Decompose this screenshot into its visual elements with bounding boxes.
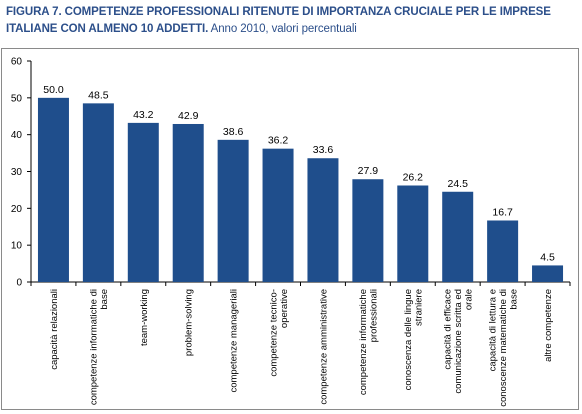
category-label-line: problem-solving — [184, 289, 195, 356]
data-label: 50.0 — [43, 84, 64, 96]
bar — [487, 220, 519, 282]
category-label-line: capacità di efficace — [443, 289, 454, 370]
bar — [352, 179, 384, 282]
category-label: competenze tecnico-operative — [268, 289, 290, 377]
category-label-line: operative — [279, 289, 290, 328]
bar — [172, 123, 204, 282]
y-tick-label: 10 — [11, 241, 23, 252]
category-label-line: capacità di lettura e — [488, 289, 499, 371]
category-label: competenze informatiche professionali — [358, 289, 380, 395]
bar — [442, 191, 474, 282]
chart-title-subtitle: Anno 2010, valori percentuali — [208, 23, 357, 35]
category-label-line: team-working — [139, 289, 150, 346]
bar — [127, 122, 159, 282]
category-label-line: straniere — [414, 289, 425, 326]
category-label: competenze amministrative — [318, 289, 329, 405]
category-label: altre competenze — [543, 289, 554, 362]
data-label: 42.9 — [178, 110, 199, 122]
category-label-line: comunicazione scritta ed — [453, 289, 464, 394]
bar — [262, 148, 294, 282]
category-label: competenze manageriali — [229, 289, 240, 393]
data-label: 27.9 — [358, 165, 379, 177]
category-label-line: capacità relazionali — [49, 289, 60, 370]
y-tick-label: 0 — [16, 278, 22, 289]
category-label: conoscenza delle lingue straniere — [403, 289, 425, 390]
data-label: 33.6 — [313, 144, 334, 156]
category-label-line: base — [509, 289, 520, 310]
category-label-line: competenze amministrative — [318, 289, 329, 405]
bar — [307, 158, 339, 282]
y-tick-label: 40 — [11, 130, 23, 141]
data-label: 26.2 — [403, 171, 424, 183]
bar — [397, 185, 429, 282]
data-label: 36.2 — [268, 135, 289, 147]
category-label-line: conoscenza delle lingue — [403, 289, 414, 390]
category-label-line: orale — [464, 289, 475, 310]
y-tick-label: 60 — [11, 57, 23, 68]
y-tick-label: 50 — [11, 93, 23, 104]
category-label-line: competenze informatiche di — [89, 289, 100, 405]
data-label: 16.7 — [492, 206, 513, 218]
data-label: 4.5 — [540, 251, 555, 263]
data-label: 48.5 — [88, 89, 109, 101]
y-tick-label: 20 — [11, 204, 23, 215]
category-label-line: altre competenze — [543, 289, 554, 362]
bar — [82, 103, 114, 282]
data-label: 43.2 — [133, 109, 154, 121]
category-label-line: professionali — [369, 289, 380, 342]
y-tick-label: 30 — [11, 167, 23, 178]
category-label: capacità di efficace comunicazione scritt… — [443, 289, 475, 394]
category-label: team-working — [139, 289, 150, 346]
category-label-line: competenze informatiche — [358, 289, 369, 395]
category-label: capacità di lettura e conoscenze matemati… — [488, 289, 520, 407]
category-label-line: conoscenze matematiche di — [498, 289, 509, 407]
bar — [532, 265, 564, 282]
bar — [37, 97, 69, 282]
bar — [217, 139, 249, 282]
data-label: 38.6 — [223, 126, 244, 138]
category-label-line: base — [99, 289, 110, 310]
chart-title-bold: FIGURA 7. COMPETENZE PROFESSIONALI RITEN… — [6, 6, 551, 35]
category-label: capacità relazionali — [49, 289, 60, 370]
category-label: problem-solving — [184, 289, 195, 356]
category-label-line: competenze manageriali — [229, 289, 240, 393]
chart-title: FIGURA 7. COMPETENZE PROFESSIONALI RITEN… — [6, 4, 578, 38]
category-label-line: competenze tecnico- — [268, 289, 279, 377]
data-label: 24.5 — [447, 178, 468, 190]
category-label: competenze informatiche di base — [89, 289, 111, 405]
